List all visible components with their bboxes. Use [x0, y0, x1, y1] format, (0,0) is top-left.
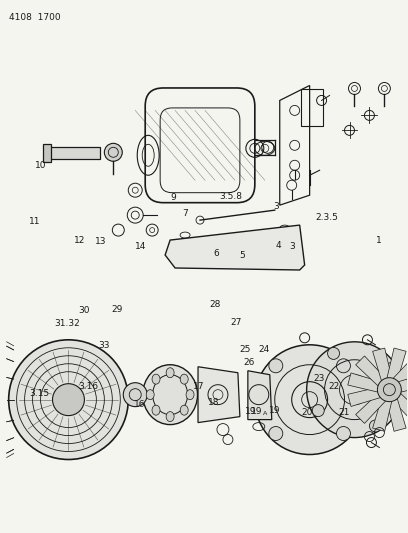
Text: 9: 9: [170, 193, 176, 202]
Text: 24: 24: [259, 345, 270, 354]
Ellipse shape: [180, 405, 188, 415]
Polygon shape: [373, 399, 392, 431]
Circle shape: [53, 384, 84, 416]
Circle shape: [377, 378, 401, 402]
Circle shape: [337, 426, 350, 440]
Text: 25: 25: [239, 345, 251, 354]
Polygon shape: [348, 387, 380, 407]
Text: 19: 19: [251, 407, 263, 416]
Text: 3.16: 3.16: [78, 382, 98, 391]
Text: 2.3.5: 2.3.5: [316, 213, 339, 222]
Polygon shape: [165, 225, 305, 270]
Polygon shape: [248, 371, 272, 419]
Ellipse shape: [152, 374, 160, 384]
Circle shape: [255, 345, 364, 455]
Text: 30: 30: [78, 306, 90, 315]
Ellipse shape: [146, 390, 154, 400]
Text: 27: 27: [231, 318, 242, 327]
Text: 3: 3: [273, 203, 279, 212]
Text: 5: 5: [240, 252, 246, 260]
Circle shape: [337, 359, 350, 373]
Text: A: A: [263, 411, 267, 416]
Text: 3.5.8: 3.5.8: [220, 192, 243, 201]
Text: 28: 28: [210, 300, 221, 309]
Polygon shape: [398, 373, 408, 392]
Text: 12: 12: [73, 237, 85, 246]
Polygon shape: [398, 387, 408, 407]
Text: 29: 29: [112, 305, 123, 314]
Text: 6: 6: [213, 249, 219, 258]
Text: 21: 21: [339, 408, 350, 417]
Polygon shape: [393, 356, 408, 386]
Ellipse shape: [152, 405, 160, 415]
Ellipse shape: [166, 411, 174, 422]
Circle shape: [123, 383, 147, 407]
Text: 18: 18: [208, 398, 220, 407]
Polygon shape: [198, 367, 240, 423]
Text: 16: 16: [134, 400, 146, 409]
Text: 3: 3: [290, 242, 295, 251]
Circle shape: [269, 426, 283, 440]
Text: 31.32: 31.32: [54, 319, 80, 328]
Text: 1: 1: [376, 237, 382, 246]
Text: 19: 19: [269, 406, 281, 415]
Text: 13: 13: [95, 237, 107, 246]
Text: 20: 20: [301, 408, 313, 417]
Bar: [49, 147, 100, 159]
Polygon shape: [356, 356, 386, 386]
Text: 7: 7: [182, 209, 188, 218]
Text: 26: 26: [244, 358, 255, 367]
Polygon shape: [373, 348, 392, 381]
Text: 11: 11: [29, 217, 40, 226]
Text: 14: 14: [135, 242, 146, 251]
Text: 23: 23: [313, 374, 325, 383]
Bar: [42, 144, 51, 162]
Text: 4108  1700: 4108 1700: [9, 13, 60, 22]
Text: 10: 10: [35, 161, 46, 170]
Circle shape: [328, 348, 339, 359]
Ellipse shape: [186, 390, 194, 400]
Ellipse shape: [166, 368, 174, 378]
Circle shape: [312, 405, 324, 417]
Text: 19: 19: [245, 407, 257, 416]
Circle shape: [385, 363, 397, 375]
Polygon shape: [356, 393, 386, 423]
Text: 4: 4: [275, 241, 281, 250]
Text: 17: 17: [193, 382, 205, 391]
Circle shape: [369, 420, 381, 432]
Polygon shape: [348, 373, 380, 392]
Ellipse shape: [180, 374, 188, 384]
Circle shape: [269, 359, 283, 373]
Polygon shape: [393, 393, 408, 423]
Text: 33: 33: [98, 341, 109, 350]
Text: 22: 22: [328, 382, 340, 391]
Circle shape: [9, 340, 128, 459]
Circle shape: [307, 342, 402, 438]
Circle shape: [104, 143, 122, 161]
Text: 3.15: 3.15: [29, 389, 49, 398]
Polygon shape: [387, 348, 406, 381]
Polygon shape: [387, 399, 406, 431]
Ellipse shape: [143, 365, 197, 425]
